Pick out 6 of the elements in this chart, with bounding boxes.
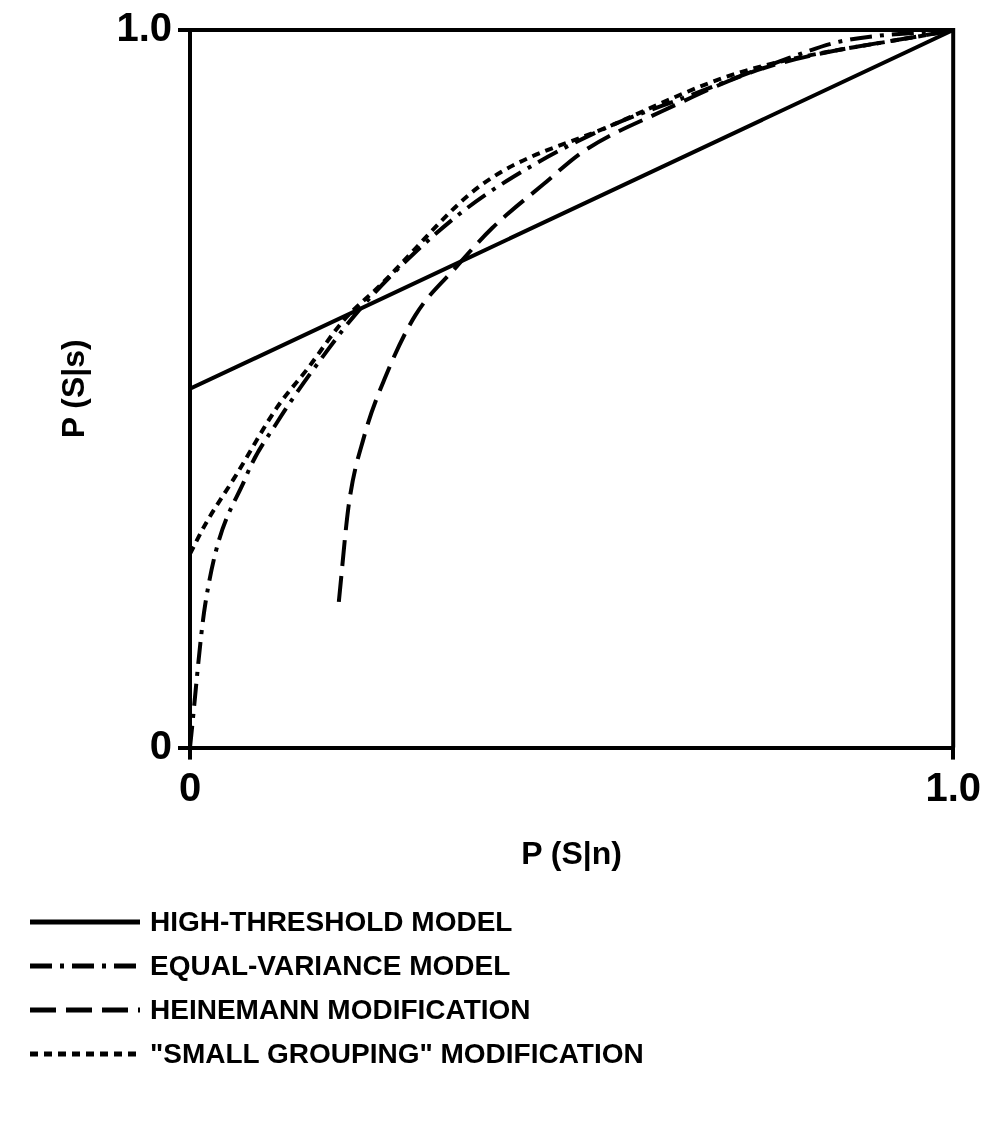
legend-label: HIGH-THRESHOLD MODEL — [150, 906, 513, 938]
legend-label: EQUAL-VARIANCE MODEL — [150, 950, 511, 982]
legend-label: "SMALL GROUPING" MODIFICATION — [150, 1038, 644, 1070]
legend-label: HEINEMANN MODIFICATION — [150, 994, 531, 1026]
y-axis-title: P (S|s) — [55, 339, 92, 439]
x-axis-title: P (S|n) — [521, 834, 623, 871]
